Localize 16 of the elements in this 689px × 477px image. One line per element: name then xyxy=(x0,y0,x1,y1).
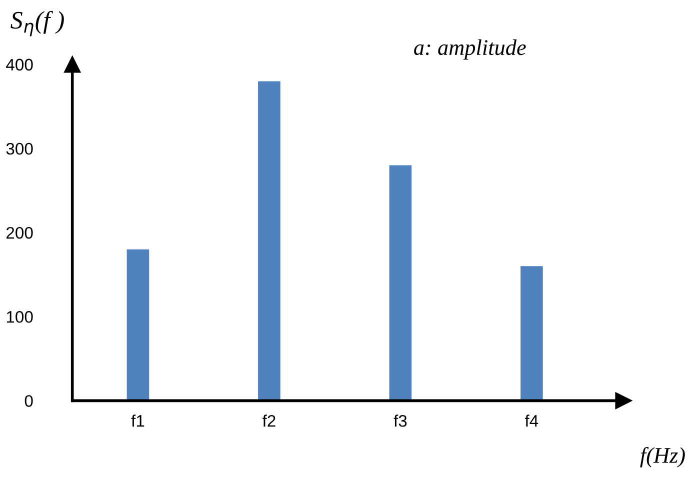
bar xyxy=(126,249,150,401)
y-tick-label: 100 xyxy=(6,311,33,323)
x-tick-label: f2 xyxy=(262,414,276,427)
bar xyxy=(520,266,543,401)
x-tick-label: f4 xyxy=(524,414,538,427)
y-tick-label: 0 xyxy=(24,395,33,407)
y-tick-label: 300 xyxy=(6,142,33,155)
text: a: amplitude xyxy=(414,39,526,60)
y-axis-title: S$_{η}$(f ) xyxy=(10,10,64,36)
bar xyxy=(389,165,412,401)
x-tick-label: f3 xyxy=(394,414,407,427)
y-tick-label: 200 xyxy=(6,226,33,239)
x-axis-title: f(Hz) xyxy=(640,447,685,468)
y-tick-label: 400 xyxy=(6,58,33,71)
bar xyxy=(258,81,280,401)
x-tick-label: f1 xyxy=(131,414,144,427)
